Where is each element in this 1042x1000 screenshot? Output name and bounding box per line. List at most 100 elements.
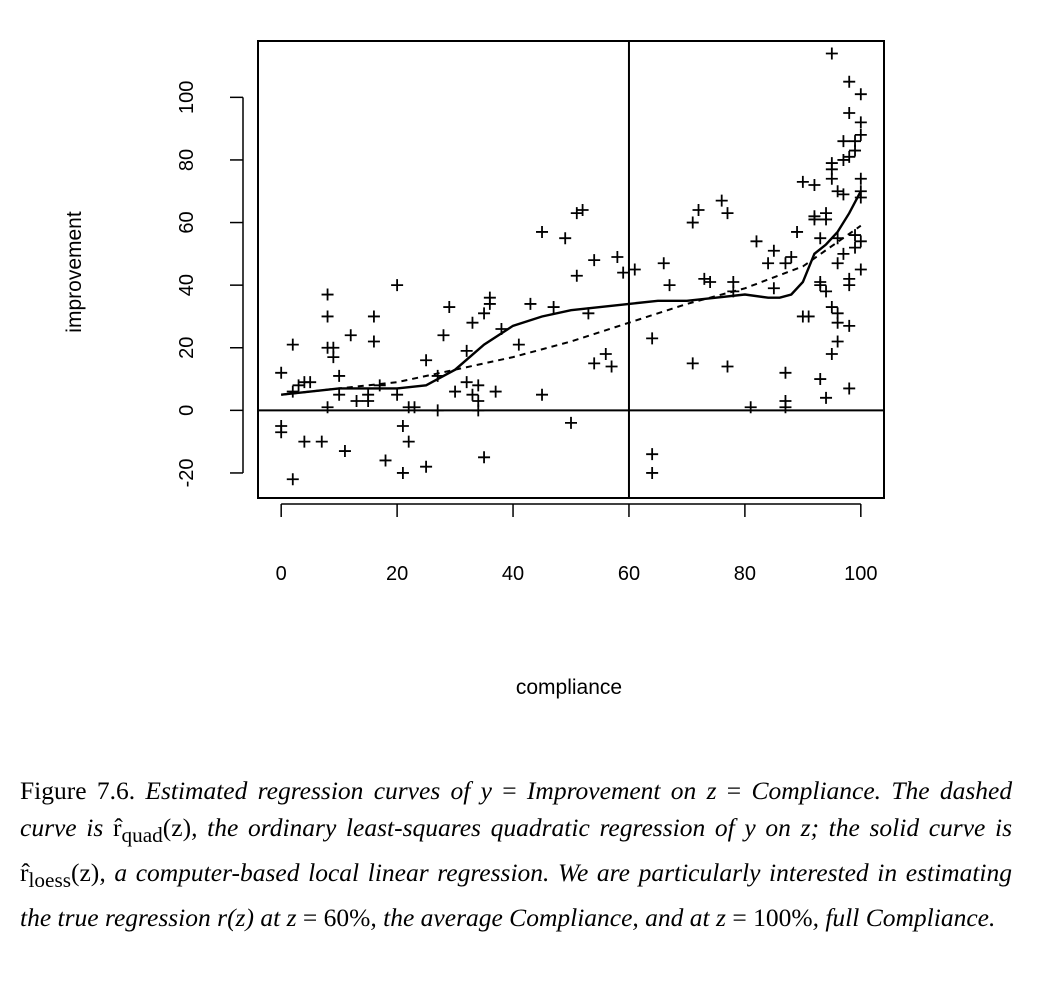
data-point bbox=[536, 388, 549, 401]
data-point bbox=[721, 207, 734, 220]
caption-text-7: , the average Compliance, and at bbox=[370, 903, 710, 933]
data-point bbox=[344, 329, 357, 342]
data-point bbox=[837, 247, 850, 260]
data-point bbox=[512, 338, 525, 351]
data-point bbox=[820, 207, 833, 220]
data-point bbox=[437, 329, 450, 342]
data-point bbox=[843, 150, 856, 163]
data-point bbox=[402, 435, 415, 448]
data-point bbox=[466, 388, 479, 401]
data-point bbox=[605, 360, 618, 373]
y-tick-label: 60 bbox=[176, 211, 198, 233]
data-point bbox=[686, 357, 699, 370]
data-point bbox=[854, 235, 867, 248]
caption-text-6: , a computer-based local linear regressi… bbox=[20, 858, 1012, 933]
data-point bbox=[588, 254, 601, 267]
caption-sixty: 60% bbox=[323, 903, 371, 933]
data-point bbox=[408, 401, 421, 414]
y-axis-title: improvement bbox=[63, 211, 86, 333]
data-point bbox=[449, 385, 462, 398]
data-point bbox=[843, 319, 856, 332]
data-point bbox=[350, 394, 363, 407]
data-point bbox=[565, 416, 577, 429]
caption-var-y-2: y bbox=[744, 813, 756, 842]
data-point bbox=[298, 435, 311, 448]
data-point bbox=[727, 276, 740, 289]
data-point bbox=[854, 172, 867, 185]
data-point bbox=[820, 285, 833, 298]
data-point bbox=[843, 382, 856, 395]
data-point bbox=[333, 388, 346, 401]
data-point bbox=[744, 401, 757, 414]
figure-caption: Figure 7.6. Estimated regression curves … bbox=[20, 772, 1012, 936]
data-point bbox=[779, 257, 792, 270]
data-point bbox=[814, 276, 827, 289]
data-point bbox=[849, 241, 862, 254]
data-point bbox=[837, 188, 850, 201]
data-point bbox=[304, 376, 317, 389]
plot-frame bbox=[257, 40, 885, 499]
data-point bbox=[483, 291, 496, 304]
data-point bbox=[321, 401, 334, 414]
caption-text-4: , the ordinary least-squares quadratic r… bbox=[191, 813, 735, 842]
data-point bbox=[814, 232, 827, 245]
data-point bbox=[338, 445, 351, 458]
data-point bbox=[825, 172, 838, 185]
scatter-chart: 0 20 40 60 80 100 -20 0 20 40 60 80 100 compliance i… bbox=[63, 40, 885, 699]
data-point bbox=[286, 385, 299, 398]
data-point bbox=[599, 348, 612, 361]
data-point bbox=[646, 466, 659, 479]
data-point bbox=[831, 335, 844, 348]
data-point bbox=[692, 204, 705, 217]
y-tick-label: 80 bbox=[176, 149, 198, 171]
data-point bbox=[831, 316, 844, 329]
data-point bbox=[443, 301, 456, 314]
axes: 0 20 40 60 80 100 -20 0 20 40 60 80 100 bbox=[176, 40, 885, 585]
data-point bbox=[286, 338, 299, 351]
data-point bbox=[646, 448, 659, 461]
data-point bbox=[391, 279, 404, 292]
plot-area bbox=[275, 47, 867, 486]
data-point bbox=[843, 106, 856, 119]
x-tick-label: 0 bbox=[276, 563, 287, 585]
data-point bbox=[478, 307, 491, 320]
data-point bbox=[327, 351, 340, 364]
data-point bbox=[466, 316, 479, 329]
data-point bbox=[825, 47, 838, 60]
data-point bbox=[721, 360, 734, 373]
x-tick-label: 80 bbox=[734, 563, 756, 585]
caption-on-text: on bbox=[765, 813, 791, 842]
caption-at-text: at bbox=[260, 903, 281, 933]
data-point bbox=[814, 373, 827, 386]
data-point bbox=[460, 376, 473, 389]
data-point bbox=[767, 244, 780, 257]
data-point bbox=[460, 344, 473, 357]
data-point bbox=[831, 185, 844, 198]
y-tick-label: 0 bbox=[176, 405, 198, 416]
x-tick-label: 100 bbox=[844, 563, 877, 585]
data-point bbox=[837, 135, 850, 148]
caption-var-z-2: z bbox=[800, 813, 811, 842]
data-point bbox=[576, 204, 589, 217]
data-point bbox=[698, 272, 711, 285]
caption-var-y: y bbox=[480, 776, 492, 805]
data-point bbox=[588, 357, 601, 370]
caption-var-z-4: z bbox=[716, 903, 726, 933]
x-tick-label: 60 bbox=[618, 563, 640, 585]
data-point bbox=[825, 157, 838, 170]
data-point bbox=[762, 257, 775, 270]
caption-equals-3: = bbox=[302, 903, 318, 933]
x-tick-label: 20 bbox=[386, 563, 408, 585]
data-point bbox=[750, 235, 763, 248]
data-point bbox=[808, 178, 821, 191]
data-point bbox=[524, 297, 537, 310]
caption-text-2: Improvement on bbox=[526, 776, 697, 805]
data-point bbox=[367, 335, 380, 348]
data-point bbox=[396, 466, 409, 479]
quadratic-curve bbox=[281, 224, 862, 396]
data-point bbox=[472, 379, 485, 392]
data-point bbox=[849, 229, 862, 242]
y-tick-label: 40 bbox=[176, 274, 198, 296]
caption-text-5: ; the solid curve is bbox=[810, 813, 1013, 842]
data-point bbox=[843, 279, 856, 292]
